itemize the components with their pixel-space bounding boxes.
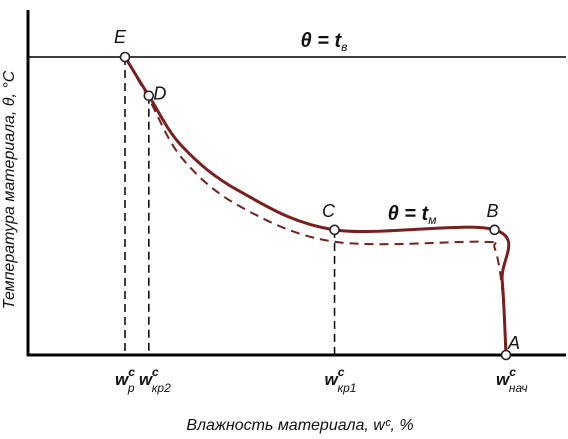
y-axis-title: Температура материала, θ, °C: [1, 70, 18, 309]
point-label-a: A: [507, 333, 520, 353]
x-tick-label-2: wc кр1: [325, 365, 357, 395]
point-b: [489, 224, 500, 236]
point-d: [143, 90, 155, 102]
x-tick-label-3: wc нач: [496, 365, 528, 395]
point-label-d: D: [153, 84, 166, 104]
chart-labels: E D C B Aθ = tв θ = tм wc р wc кр2 wc кр1 wc нач Влажн…: [1, 27, 528, 434]
guide-lines: [124, 57, 336, 355]
point-e: [119, 51, 131, 63]
point-a: [500, 349, 512, 361]
curve-points: [119, 51, 512, 361]
x-tick-label-1: wc кр2: [139, 365, 171, 395]
curves: [123, 56, 511, 356]
axes: [26, 10, 566, 357]
point-c: [329, 224, 340, 236]
point-label-c: C: [322, 201, 336, 221]
plateau-temperature-label: θ = tм: [388, 203, 437, 227]
curve-solid: [123, 56, 511, 356]
point-label-b: B: [487, 201, 499, 221]
point-label-e: E: [114, 27, 127, 47]
curve-dashed: [124, 56, 507, 356]
air-temperature-label: θ = tв: [301, 30, 348, 54]
x-axis-title: Влажность материала, wᶜ, %: [186, 417, 413, 434]
x-tick-label-0: wc р: [115, 365, 135, 395]
